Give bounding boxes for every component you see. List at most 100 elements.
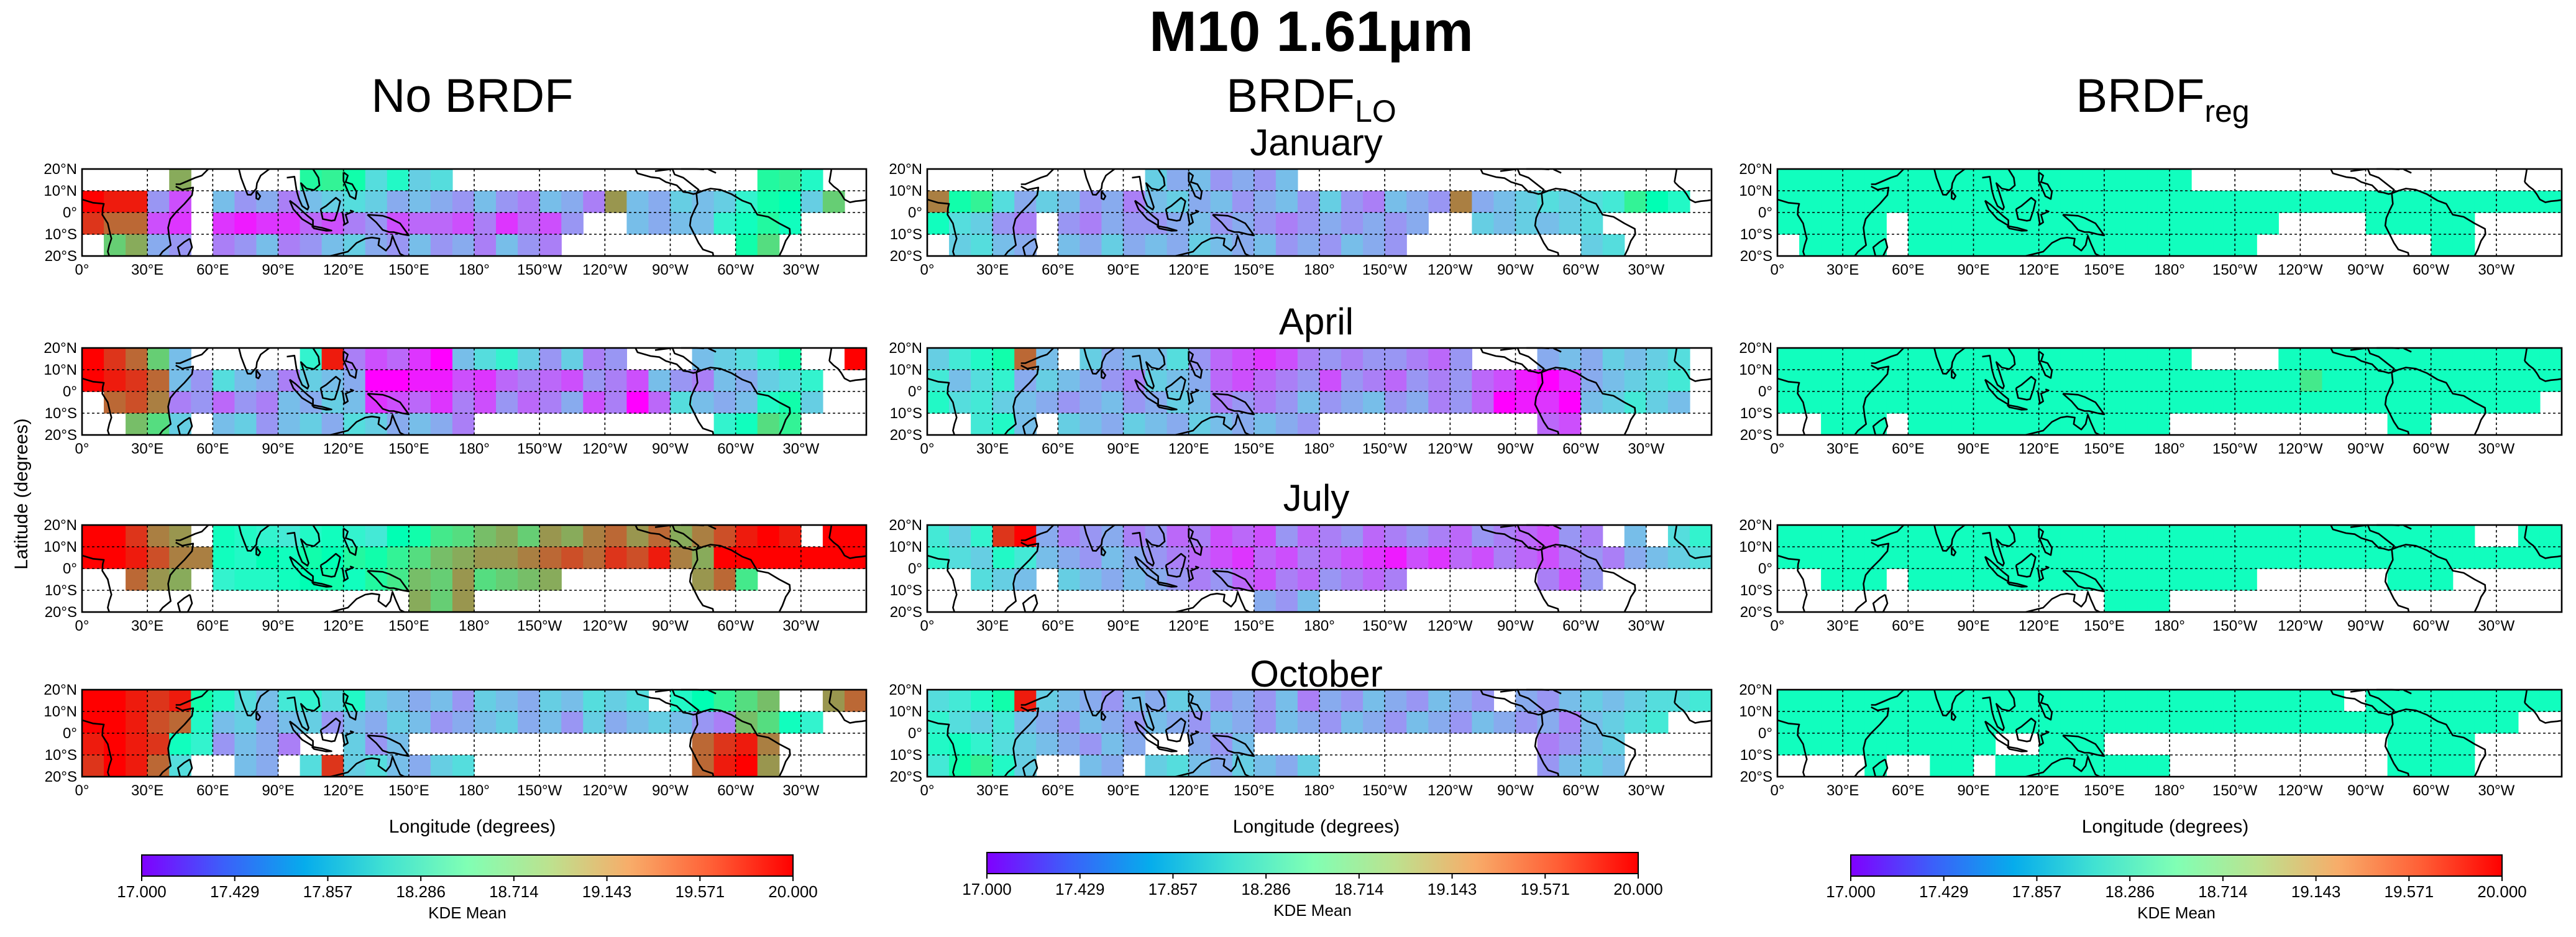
lat-tick-label: 20°N [1739, 161, 1772, 178]
heatmap-cell [1821, 234, 1843, 257]
heatmap-cell [452, 234, 475, 257]
heatmap-cell [1843, 213, 1865, 235]
heatmap-cell [1275, 234, 1298, 257]
heatmap-cell [1036, 690, 1058, 712]
map-panel-no-brdf-january: 20°N10°N0°10°S20°S0° 30°E 60°E 90°E 120°E 150… [44, 161, 868, 278]
heatmap-cell [1123, 569, 1146, 591]
heatmap-cell [518, 370, 540, 392]
lon-tick-label: 150°E [2084, 441, 2125, 457]
heatmap-cell [1995, 191, 2018, 213]
heatmap-cell [2125, 590, 2148, 613]
heatmap-cell [2170, 690, 2192, 712]
heatmap-cell [496, 569, 518, 591]
coastline [689, 714, 715, 777]
heatmap-cell [387, 547, 410, 569]
heatmap-cell [757, 711, 780, 734]
heatmap-cell [626, 391, 649, 414]
heatmap-cell [1667, 348, 1690, 370]
heatmap-cell [1341, 370, 1364, 392]
heatmap-cell [1275, 348, 1298, 370]
heatmap-cell [2213, 191, 2235, 213]
heatmap-cell [452, 391, 475, 414]
heatmap-cell [1493, 370, 1516, 392]
heatmap-cell [2104, 690, 2127, 712]
coastline [1132, 168, 1166, 211]
heatmap-cell [561, 711, 584, 734]
colorbar-tick-label: 17.000 [117, 882, 167, 901]
heatmap-cell [387, 348, 410, 370]
heatmap-cell [1254, 590, 1277, 613]
coastline [1083, 524, 1116, 552]
heatmap-cell [1188, 191, 1211, 213]
coastline [635, 524, 700, 551]
lon-tick-label: 120°E [2019, 441, 2060, 457]
heatmap-cell [2409, 569, 2432, 591]
lon-tick-label: 90°W [2347, 262, 2384, 278]
heatmap-cell [539, 191, 562, 213]
heatmap-cell [779, 413, 802, 436]
heatmap-cell [126, 348, 148, 370]
heatmap-cell [213, 370, 235, 392]
colorbar-tick-label: 19.143 [582, 882, 632, 901]
heatmap-cell [2235, 690, 2257, 712]
lat-tick-label: 10°N [44, 362, 77, 378]
coastline [2403, 689, 2412, 695]
heatmap-cell [971, 547, 993, 569]
heatmap-cell [2038, 370, 2061, 392]
gridlines [1777, 690, 2562, 777]
lon-tick-label: 30°E [131, 441, 163, 457]
lon-tick-label: 90°E [262, 618, 294, 634]
heatmap-cell [1232, 348, 1255, 370]
heatmap-cell [256, 569, 279, 591]
coastline [1186, 388, 1199, 405]
heatmap-cell [971, 234, 993, 257]
heatmap-cell [213, 191, 235, 213]
coastline [1933, 688, 1966, 716]
lat-tick-label: 10°N [44, 703, 77, 720]
lon-tick-label: 180° [2154, 782, 2185, 799]
heatmap-cell [1864, 711, 1887, 734]
coastline [1871, 168, 1905, 185]
heatmap-cell [2060, 370, 2083, 392]
heatmap-cell [1821, 711, 1843, 734]
lon-tick-label: 0° [920, 262, 935, 278]
colorbar-tick-label: 18.714 [2198, 882, 2248, 901]
lon-tick-label: 0° [1771, 441, 1785, 457]
lon-tick-label: 180° [1304, 262, 1335, 278]
heatmap-cell [1973, 733, 1996, 756]
heatmap-cell [1908, 711, 1930, 734]
heatmap-cell [1930, 391, 1953, 414]
coastline [1871, 524, 1905, 541]
heatmap-cell [2474, 547, 2497, 569]
coastline [1083, 168, 1116, 196]
heatmap-cell [1406, 370, 1429, 392]
heatmap-cell [2452, 191, 2475, 213]
heatmap-cell [1254, 391, 1277, 414]
lon-tick-label: 150°W [2212, 262, 2258, 278]
heatmap-cell [1580, 213, 1603, 235]
heatmap-cell [800, 391, 823, 414]
heatmap-cell [713, 569, 736, 591]
coastline [1132, 524, 1166, 567]
heatmap-cell [2060, 547, 2083, 569]
heatmap-cell [1363, 391, 1385, 414]
coastline [1674, 360, 1712, 382]
heatmap-cell [452, 413, 475, 436]
coastline [1188, 692, 1203, 721]
heatmap-cell [2496, 191, 2519, 213]
heatmap-cell [1275, 169, 1298, 191]
lon-tick-label: 90°E [1107, 441, 1139, 457]
heatmap-cell [670, 391, 693, 414]
heatmap-cell [1275, 413, 1298, 436]
heatmap-cell [971, 569, 993, 591]
colorbar-tick-label: 19.143 [2291, 882, 2341, 901]
heatmap-cell [1973, 547, 1996, 569]
heatmap-cell [2431, 569, 2454, 591]
heatmap-cell [971, 370, 993, 392]
heatmap-cell [234, 755, 257, 777]
heatmap-cell [1821, 547, 1843, 569]
coastline [828, 702, 867, 724]
heatmap-cell [2518, 348, 2541, 370]
coastline [2038, 692, 2053, 721]
heatmap-cell [2191, 547, 2214, 569]
